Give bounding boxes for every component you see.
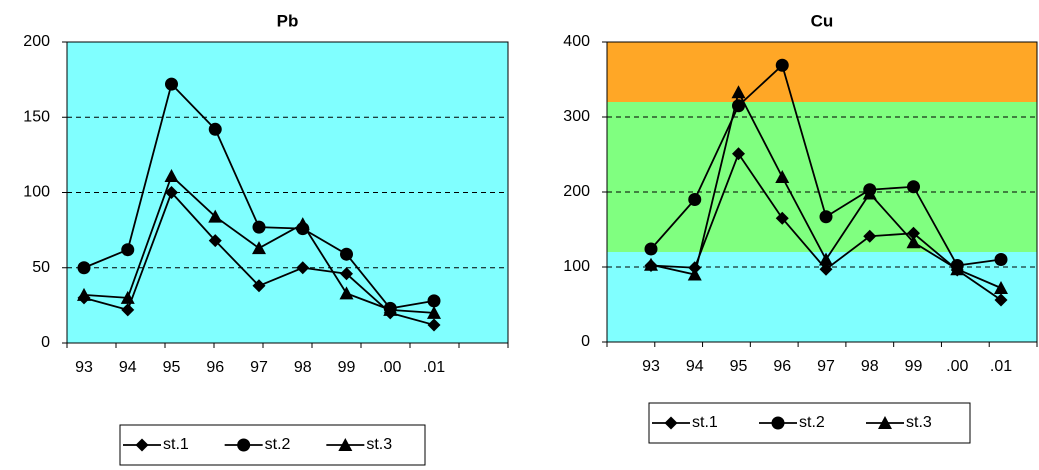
data-point <box>687 267 702 281</box>
x-tick-label: .01 <box>990 358 1012 375</box>
legend-label: st.3 <box>906 414 932 431</box>
data-point <box>208 234 222 248</box>
plot-band <box>607 102 1037 252</box>
chart-title: Cu <box>811 11 834 30</box>
legend-marker <box>237 438 251 452</box>
data-point <box>340 267 353 281</box>
data-point <box>339 286 354 300</box>
data-point <box>121 303 135 317</box>
plot-band <box>607 42 1037 102</box>
legend-label: st.3 <box>366 436 392 453</box>
x-tick-label: 97 <box>817 358 835 375</box>
y-tick-label: 200 <box>23 33 50 50</box>
legend-label: st.2 <box>799 414 825 431</box>
data-point <box>732 147 745 161</box>
x-tick-label: 99 <box>905 358 923 375</box>
y-tick-label: 0 <box>41 334 50 351</box>
data-point <box>252 220 266 234</box>
data-point <box>252 279 266 293</box>
x-tick-label: 96 <box>206 359 224 376</box>
x-tick-label: 98 <box>861 358 879 375</box>
data-point <box>164 168 179 182</box>
data-point <box>427 294 441 308</box>
data-point <box>644 257 658 271</box>
data-point <box>863 229 877 243</box>
x-tick-label: .00 <box>379 359 401 376</box>
data-point <box>77 287 91 301</box>
x-tick-label: 94 <box>686 358 704 375</box>
data-point <box>994 293 1008 307</box>
data-point <box>819 210 833 224</box>
data-point <box>644 242 658 256</box>
y-tick-label: 150 <box>23 108 50 125</box>
data-point <box>252 241 266 255</box>
x-tick-label: .01 <box>423 359 445 376</box>
legend-marker <box>771 416 785 430</box>
y-tick-label: 50 <box>32 259 50 276</box>
x-tick-label: 95 <box>730 358 748 375</box>
data-point <box>950 262 965 276</box>
data-point <box>731 85 746 99</box>
data-point <box>862 186 877 200</box>
x-tick-label: 99 <box>338 359 356 376</box>
data-point <box>383 302 398 316</box>
legend-box <box>648 402 971 444</box>
data-point <box>208 209 223 223</box>
y-tick-label: 100 <box>23 184 50 201</box>
data-point <box>340 247 353 261</box>
legend-marker <box>338 438 353 451</box>
legend-marker <box>878 416 892 429</box>
x-tick-label: .00 <box>946 358 968 375</box>
legend-box <box>119 424 426 466</box>
data-point <box>208 122 222 136</box>
data-point <box>994 253 1008 266</box>
data-point <box>819 252 833 266</box>
data-point <box>296 261 310 275</box>
x-tick-label: 96 <box>773 358 791 375</box>
x-tick-label: 95 <box>163 359 181 376</box>
x-tick-label: 98 <box>294 359 312 376</box>
legend-label: st.2 <box>265 436 291 453</box>
data-point <box>165 77 178 91</box>
y-tick-label: 300 <box>563 108 590 125</box>
legend-marker <box>664 416 678 430</box>
data-point <box>121 243 135 257</box>
y-tick-label: 400 <box>563 33 590 50</box>
data-point <box>427 305 441 319</box>
y-tick-label: 0 <box>581 333 590 350</box>
legend-label: st.1 <box>692 414 718 431</box>
data-point <box>906 235 921 249</box>
data-point <box>994 281 1008 294</box>
x-tick-label: 97 <box>250 359 268 376</box>
y-tick-label: 100 <box>563 258 590 275</box>
chart-title: Pb <box>277 11 299 30</box>
data-point <box>775 211 789 225</box>
data-point <box>688 193 702 206</box>
x-tick-label: 94 <box>119 359 137 376</box>
y-tick-label: 200 <box>563 183 590 200</box>
data-point <box>295 217 310 231</box>
data-point <box>907 180 920 194</box>
data-point <box>120 290 135 304</box>
legend-label: st.1 <box>163 436 189 453</box>
data-point <box>77 261 91 275</box>
x-tick-label: 93 <box>642 358 660 375</box>
data-point <box>775 58 789 72</box>
x-tick-label: 93 <box>75 359 93 376</box>
data-point <box>819 262 833 276</box>
data-point <box>165 186 178 199</box>
data-point <box>907 226 920 240</box>
legend-marker <box>135 438 149 452</box>
data-point <box>427 318 441 332</box>
data-point <box>775 170 790 183</box>
